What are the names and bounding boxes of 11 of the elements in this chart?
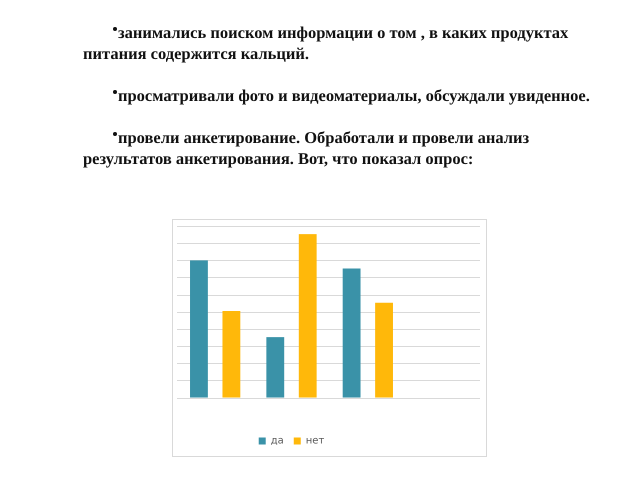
bar — [298, 234, 317, 398]
bar — [375, 302, 393, 398]
text: занимались поиском информации о том , в каких продуктах питания содержится кальций. — [83, 23, 568, 63]
bar — [222, 310, 240, 398]
bar — [342, 268, 361, 398]
bar — [190, 260, 208, 398]
bar — [266, 337, 284, 398]
legend-label: нет — [306, 436, 324, 447]
text: просматривали фото и видеоматериалы, обсуждали увиденное. — [118, 86, 590, 105]
legend-label: да — [270, 436, 284, 447]
text: провели анкетирование. Обработали и провели анализ результатов анкетирования. Вот, что показал опрос: — [83, 128, 530, 168]
